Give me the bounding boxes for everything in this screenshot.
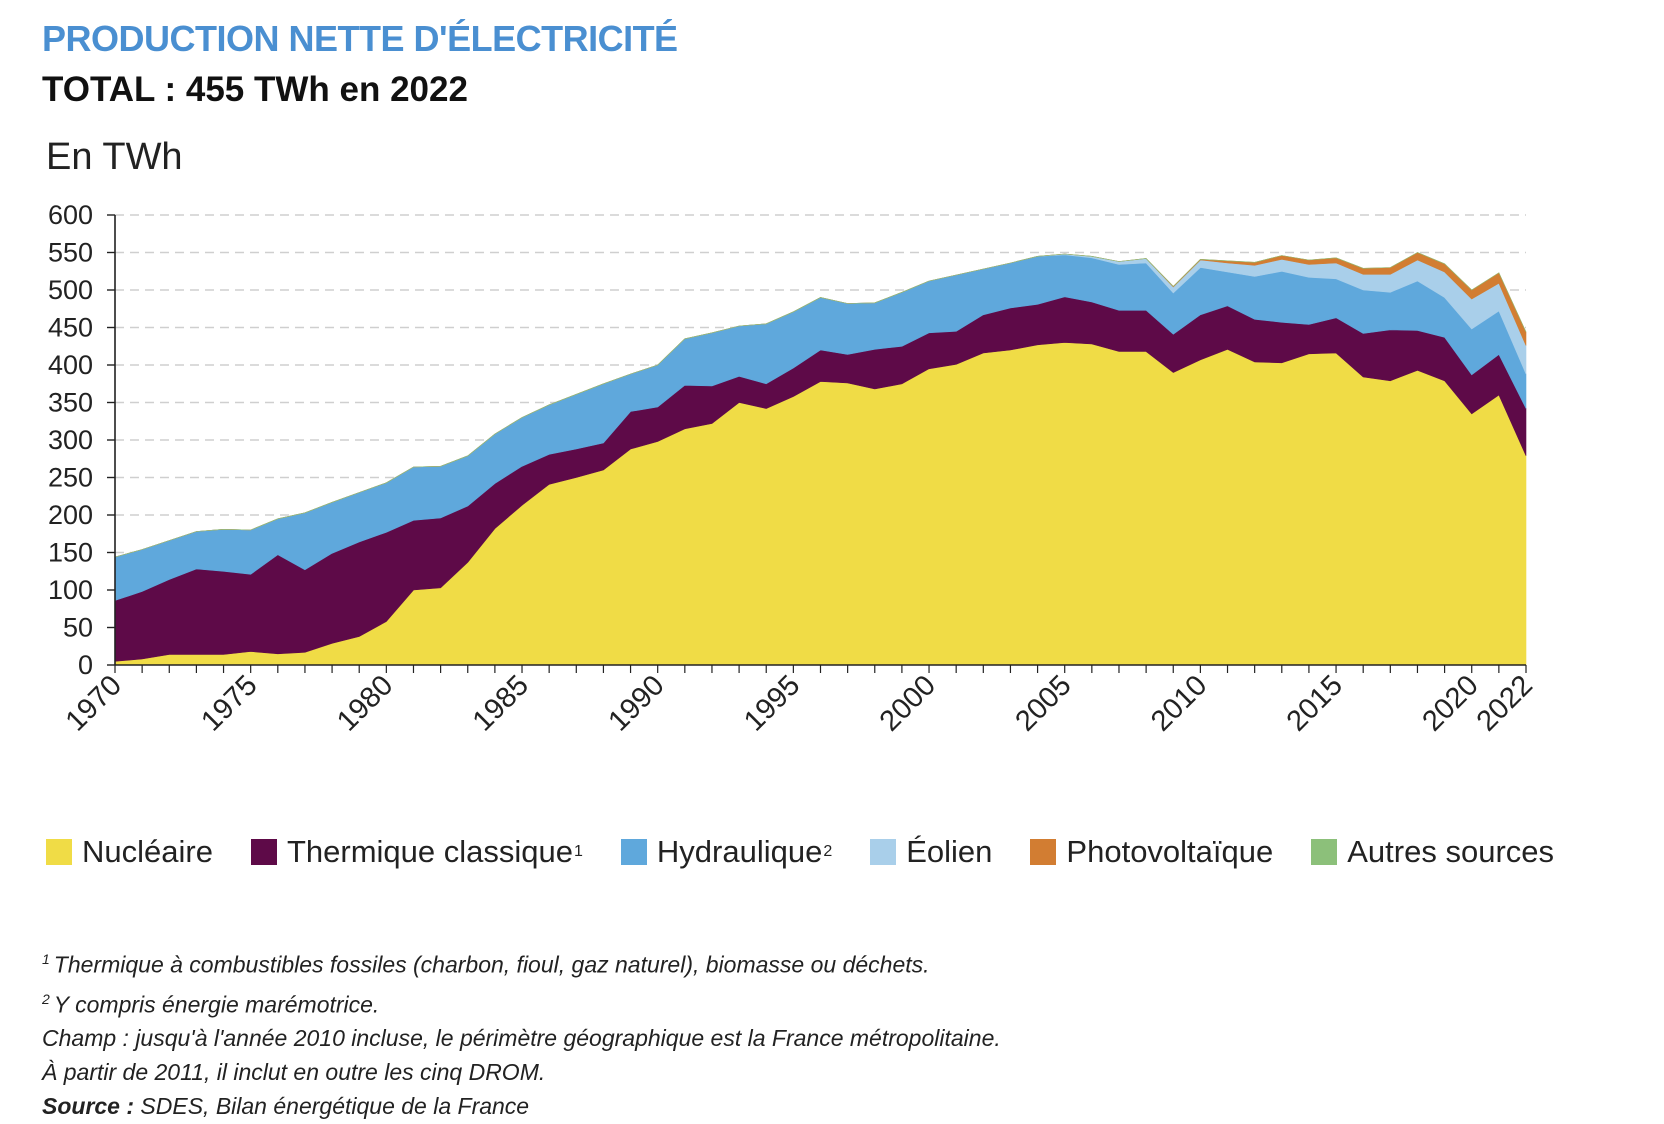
legend-item-eolien: Éolien xyxy=(870,834,992,870)
x-tick-label-1985: 1985 xyxy=(467,669,535,737)
series-areas xyxy=(114,252,1527,666)
legend-swatch-thermique xyxy=(250,839,277,865)
x-tick-label-2015: 2015 xyxy=(1281,669,1349,737)
y-tick-label-600: 600 xyxy=(48,200,93,230)
x-tick-label-1970: 1970 xyxy=(60,669,128,737)
y-tick-label-400: 400 xyxy=(48,350,93,380)
scope-note-1: Champ : jusqu'à l'année 2010 incluse, le… xyxy=(42,1025,1001,1052)
footnote-1: 1 Thermique à combustibles fossiles (char… xyxy=(42,942,1001,982)
axes xyxy=(107,214,1527,673)
source-label: Source : xyxy=(42,1093,135,1120)
source-text: SDES, Bilan énergétique de la France xyxy=(140,1093,530,1120)
legend-swatch-photovoltaique xyxy=(1030,839,1057,865)
y-tick-labels: 0 50 100 150 200 250 300 350 400 450 500 550 600 xyxy=(48,200,93,680)
legend-item-nucleaire: Nucléaire xyxy=(46,834,213,870)
legend-item-autres: Autres sources xyxy=(1311,834,1554,870)
x-tick-label-2010: 2010 xyxy=(1145,669,1213,737)
x-tick-labels: 1970 1975 1980 1985 1990 1995 2000 2005 2010 2015… xyxy=(60,669,1539,737)
legend-item-hydraulique: Hydraulique 2 xyxy=(620,834,833,870)
legend-swatch-autres xyxy=(1311,839,1338,865)
legend-label-thermique: Thermique classique xyxy=(286,834,573,869)
x-tick-label-1995: 1995 xyxy=(738,669,806,737)
footnote-1-text: Thermique à combustibles fossiles (charb… xyxy=(53,951,930,978)
legend-swatch-nucleaire xyxy=(46,839,72,865)
legend-item-photovoltaique: Photovoltaïque xyxy=(1030,834,1273,870)
x-tick-label-1980: 1980 xyxy=(331,669,399,737)
legend-label-eolien: Éolien xyxy=(906,834,993,869)
x-tick-label-2022: 2022 xyxy=(1471,669,1539,737)
legend-footnote-mark-2: 2 xyxy=(823,843,833,860)
legend-footnote-mark-1: 1 xyxy=(573,843,583,860)
y-tick-label-250: 250 xyxy=(48,463,93,493)
footnotes: 1 Thermique à combustibles fossiles (char… xyxy=(42,942,1001,1123)
legend-swatch-hydraulique xyxy=(620,839,647,865)
y-tick-label-100: 100 xyxy=(48,575,93,605)
stacked-area-chart: 0 50 100 150 200 250 300 350 400 450 500 550 600 197… xyxy=(48,200,1539,738)
legend-label-photovoltaique: Photovoltaïque xyxy=(1066,834,1274,869)
legend-item-thermique: Thermique classique 1 xyxy=(250,834,583,870)
y-tick-label-200: 200 xyxy=(48,500,93,530)
legend-label-autres: Autres sources xyxy=(1347,834,1555,869)
y-tick-label-500: 500 xyxy=(48,275,93,305)
x-tick-label-1990: 1990 xyxy=(602,669,670,737)
y-tick-label-300: 300 xyxy=(48,425,93,455)
y-tick-label-350: 350 xyxy=(48,388,93,418)
y-tick-label-50: 50 xyxy=(63,613,93,643)
footnote-2-text: Y compris énergie marémotrice. xyxy=(53,991,380,1018)
source-note: Source : SDES, Bilan énergétique de la F… xyxy=(42,1089,1001,1123)
y-tick-label-0: 0 xyxy=(78,650,93,680)
x-tick-label-2000: 2000 xyxy=(874,669,942,737)
x-tick-label-2020: 2020 xyxy=(1416,669,1484,737)
x-tick-label-2005: 2005 xyxy=(1009,669,1077,737)
footnote-1-mark: 1 xyxy=(42,951,50,967)
legend-swatch-eolien xyxy=(870,839,897,865)
footnote-2-mark: 2 xyxy=(42,990,50,1007)
legend-label-hydraulique: Hydraulique xyxy=(656,834,823,869)
y-axis-unit-label: En TWh xyxy=(46,136,183,178)
y-tick-label-150: 150 xyxy=(48,538,93,568)
legend-label-nucleaire: Nucléaire xyxy=(82,834,213,869)
chart-title: PRODUCTION NETTE D'ÉLECTRICITÉ xyxy=(42,18,678,59)
legend: Nucléaire Thermique classique 1 Hydrauliq… xyxy=(46,834,1554,870)
area-autres-sources xyxy=(114,252,1527,558)
chart-subtitle: TOTAL : 455 TWh en 2022 xyxy=(42,70,468,109)
x-tick-label-1975: 1975 xyxy=(195,669,263,737)
y-tick-label-550: 550 xyxy=(48,238,93,268)
scope-note-2: À partir de 2011, il inclut en outre les… xyxy=(42,1059,546,1086)
y-tick-label-450: 450 xyxy=(48,313,93,343)
